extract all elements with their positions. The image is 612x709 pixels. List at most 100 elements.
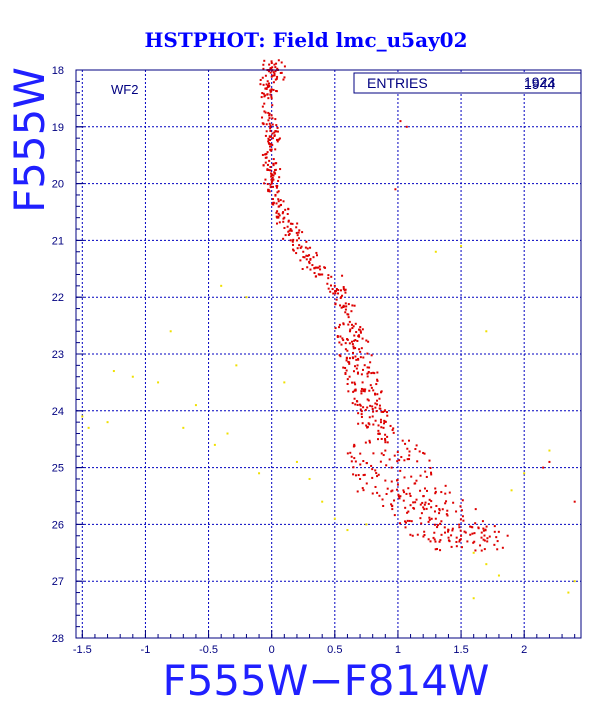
data-point	[488, 535, 491, 538]
data-point	[368, 416, 371, 419]
data-point	[373, 372, 376, 375]
data-point	[278, 221, 281, 224]
data-point	[432, 536, 435, 539]
data-point	[301, 267, 304, 270]
data-point	[272, 71, 275, 74]
data-point	[452, 501, 455, 504]
data-point	[342, 323, 345, 326]
data-point	[305, 254, 308, 257]
x-axis-title: F555W−F814W	[163, 656, 490, 705]
data-point	[416, 460, 419, 463]
data-point	[354, 460, 357, 463]
data-point	[403, 459, 406, 462]
data-point	[169, 330, 172, 333]
data-point	[266, 168, 269, 171]
data-point	[304, 246, 307, 249]
data-point	[397, 493, 400, 496]
data-point	[381, 498, 384, 501]
data-point	[355, 331, 358, 334]
data-point	[403, 476, 406, 479]
data-point	[360, 413, 363, 416]
data-point	[272, 201, 275, 204]
data-point	[312, 256, 315, 259]
data-point	[364, 441, 367, 444]
data-point	[344, 311, 347, 314]
data-point	[283, 65, 286, 68]
data-point	[482, 527, 485, 530]
data-point	[334, 327, 337, 330]
data-point	[366, 352, 369, 355]
data-point	[419, 474, 422, 477]
data-point	[390, 503, 393, 506]
data-point	[346, 338, 349, 341]
data-point	[366, 425, 369, 428]
data-point	[270, 181, 273, 184]
data-point	[496, 540, 499, 543]
data-point	[311, 264, 314, 267]
data-point	[292, 248, 295, 251]
data-point	[306, 247, 309, 250]
data-point	[319, 273, 322, 276]
data-point	[263, 59, 266, 62]
data-point	[378, 432, 380, 435]
data-point	[485, 525, 488, 528]
data-point	[106, 421, 109, 424]
data-point	[378, 404, 381, 407]
data-point	[434, 250, 437, 253]
data-point	[327, 287, 330, 290]
data-point	[274, 66, 277, 69]
data-point	[371, 407, 374, 410]
chart-title: HSTPHOT: Field lmc_u5ay02	[145, 28, 468, 52]
data-point	[455, 545, 458, 548]
data-point	[264, 74, 267, 77]
data-point	[371, 468, 374, 471]
data-point	[422, 495, 425, 498]
data-point	[391, 489, 394, 492]
data-point	[327, 277, 330, 280]
data-point	[356, 490, 359, 493]
data-point	[277, 200, 280, 203]
data-point	[268, 143, 271, 146]
data-point	[362, 388, 365, 391]
data-point	[419, 489, 422, 492]
data-point	[447, 536, 450, 539]
data-point	[306, 254, 309, 257]
data-point	[245, 296, 248, 299]
data-point	[276, 126, 279, 129]
data-point	[377, 438, 380, 441]
data-point	[427, 520, 430, 523]
data-point	[261, 92, 264, 95]
data-point	[343, 305, 346, 308]
data-point	[378, 407, 381, 410]
data-point	[370, 372, 373, 375]
data-point	[271, 123, 274, 126]
data-point	[273, 72, 276, 75]
data-point	[266, 163, 269, 166]
data-point	[408, 439, 411, 442]
data-point	[362, 474, 365, 477]
data-point	[283, 226, 286, 229]
data-point	[409, 533, 412, 536]
data-point	[414, 448, 417, 451]
data-point	[378, 494, 381, 497]
data-point	[264, 178, 267, 181]
data-point	[367, 340, 370, 343]
data-point	[386, 435, 389, 438]
data-point	[269, 127, 272, 130]
data-point	[410, 475, 413, 478]
x-tick-label: 1.5	[453, 644, 468, 656]
x-tick-label: -1.5	[73, 644, 92, 656]
data-point	[271, 179, 274, 182]
data-point	[349, 451, 352, 454]
data-point	[299, 246, 302, 249]
data-point	[410, 520, 413, 523]
data-point	[346, 313, 349, 316]
data-point	[296, 247, 299, 250]
data-point	[435, 547, 438, 550]
data-point	[344, 288, 347, 291]
data-point	[306, 266, 309, 269]
data-point	[342, 339, 345, 342]
data-point	[386, 487, 389, 490]
data-point	[386, 411, 389, 414]
data-point	[273, 135, 276, 138]
